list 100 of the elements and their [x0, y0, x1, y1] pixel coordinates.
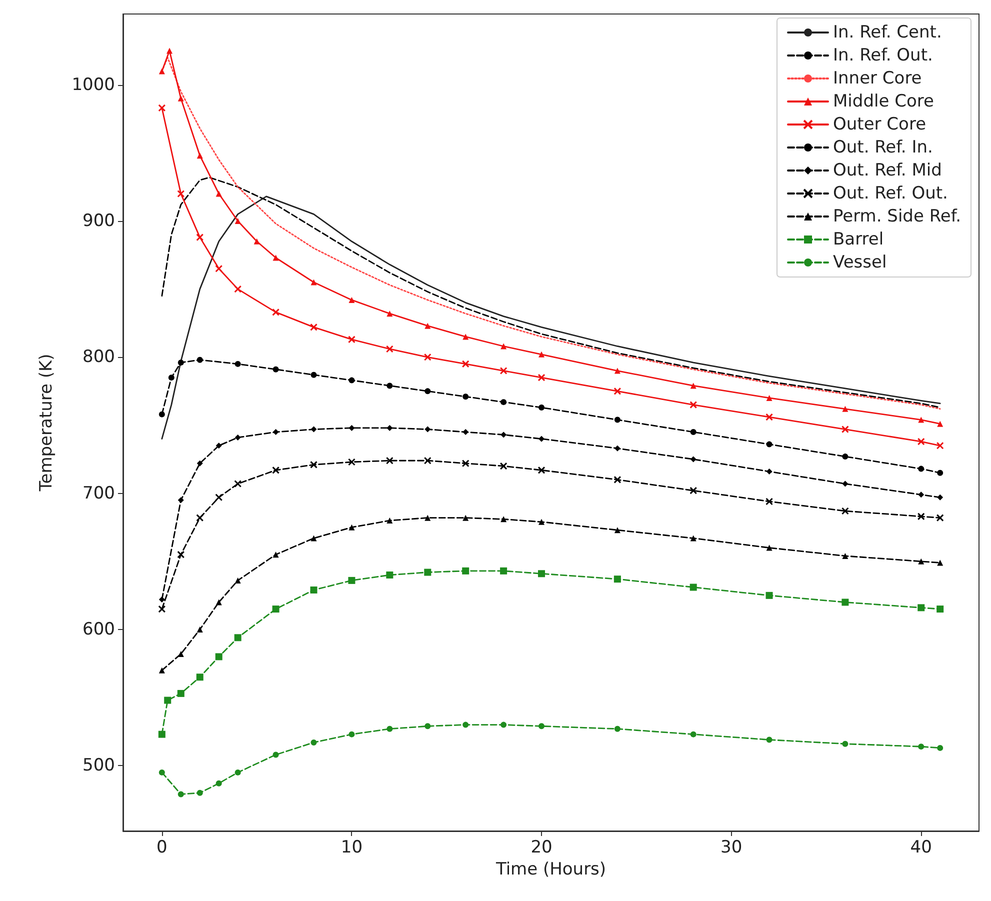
point	[538, 723, 545, 730]
point	[196, 674, 204, 681]
point	[196, 356, 203, 363]
point	[937, 744, 944, 751]
point	[842, 740, 848, 747]
point	[166, 48, 172, 54]
point	[842, 552, 848, 559]
point	[178, 95, 184, 102]
point	[216, 190, 222, 197]
point	[690, 535, 696, 542]
point	[234, 434, 241, 440]
point	[614, 368, 620, 374]
legend-label: In. Ref. Out.	[833, 46, 933, 66]
legend-label: Out. Ref. In.	[833, 138, 933, 158]
point	[158, 605, 166, 613]
point	[918, 604, 925, 612]
y-tick-label: 800	[82, 347, 115, 368]
point	[690, 731, 696, 738]
point	[842, 406, 848, 412]
point	[690, 456, 696, 462]
legend-label: Outer Core	[833, 114, 926, 134]
legend-label: Out. Ref. Mid	[833, 160, 942, 180]
point	[766, 498, 774, 506]
x-axis-title: Time (Hours)	[494, 860, 606, 880]
point	[234, 769, 241, 776]
point	[386, 726, 393, 732]
point	[766, 468, 772, 475]
point	[386, 310, 393, 317]
x-tick-label: 30	[720, 838, 742, 858]
point	[500, 399, 507, 406]
point	[424, 353, 432, 361]
point	[917, 512, 925, 520]
point	[178, 791, 184, 798]
point	[614, 576, 621, 583]
point	[424, 514, 431, 521]
legend-label: Perm. Side Ref.	[833, 206, 962, 226]
point	[234, 285, 242, 293]
point	[254, 238, 260, 244]
point	[462, 429, 469, 436]
point	[424, 426, 431, 432]
point	[164, 696, 172, 704]
point	[386, 382, 393, 389]
point	[917, 438, 925, 446]
point	[690, 584, 697, 591]
point	[272, 552, 279, 558]
point	[918, 558, 924, 564]
point	[216, 442, 222, 449]
point	[424, 388, 431, 394]
y-tick-label: 500	[82, 756, 115, 776]
point	[766, 413, 774, 421]
point	[500, 432, 507, 438]
point	[215, 494, 223, 502]
point	[386, 518, 393, 524]
point	[462, 722, 469, 728]
legend-label: Vessel	[833, 252, 887, 272]
point	[918, 744, 924, 750]
point	[196, 460, 203, 466]
point	[500, 367, 508, 375]
point	[348, 296, 355, 303]
y-tick-label: 1000	[72, 74, 115, 95]
point	[348, 524, 355, 530]
point	[424, 723, 431, 730]
point	[196, 514, 204, 522]
point	[500, 722, 507, 728]
point	[614, 387, 622, 395]
point	[310, 586, 318, 594]
point	[216, 780, 222, 786]
point	[766, 736, 772, 743]
point	[196, 790, 203, 796]
point	[766, 441, 772, 448]
point	[310, 372, 317, 378]
point	[272, 752, 279, 758]
point	[614, 527, 620, 534]
point	[386, 572, 394, 579]
point	[936, 606, 944, 613]
point	[936, 514, 944, 522]
point	[177, 190, 185, 198]
point	[234, 480, 242, 488]
point	[500, 343, 507, 350]
legend-label: Out. Ref. Out.	[833, 184, 948, 204]
point	[766, 592, 773, 599]
point	[690, 382, 696, 389]
point	[462, 567, 470, 574]
point	[690, 429, 696, 436]
point	[842, 598, 849, 606]
legend-label: Barrel	[833, 230, 884, 250]
point	[918, 416, 924, 423]
point	[215, 264, 223, 272]
point	[158, 411, 165, 418]
point	[158, 667, 165, 674]
point	[272, 308, 280, 316]
point	[538, 436, 545, 442]
point	[310, 426, 317, 432]
point	[424, 322, 431, 329]
point	[310, 739, 317, 746]
point	[178, 497, 184, 504]
point	[936, 442, 944, 450]
legend-label: In. Ref. Cent.	[833, 22, 942, 42]
x-tick-label: 40	[910, 838, 932, 858]
point	[272, 606, 280, 613]
